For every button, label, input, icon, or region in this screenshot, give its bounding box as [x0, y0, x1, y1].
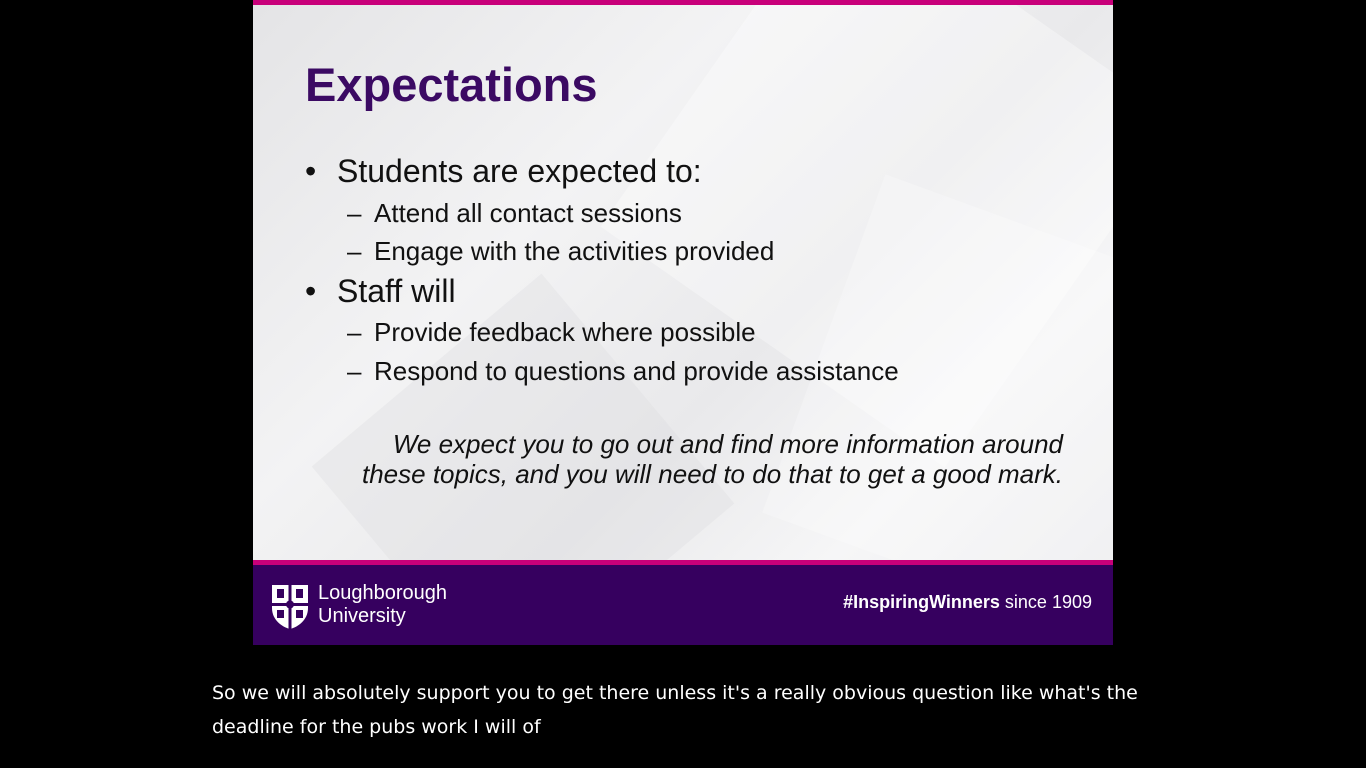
sub-bullet: – Attend all contact sessions	[347, 198, 682, 229]
tagline-since: since 1909	[999, 592, 1092, 612]
slide-content-area: Expectations • Students are expected to: …	[253, 5, 1113, 560]
tagline: #InspiringWinners since 1909	[843, 592, 1092, 613]
bullet-icon: •	[305, 153, 317, 189]
university-logo: Loughborough University	[271, 582, 461, 630]
footer-accent-bar	[253, 560, 1113, 565]
italic-note: We expect you to go out and find more in…	[362, 429, 1063, 489]
live-caption: So we will absolutely support you to get…	[212, 682, 1138, 738]
tagline-hashtag: #InspiringWinners	[843, 592, 1000, 612]
bullet-text: Students are expected to:	[337, 153, 702, 189]
sub-bullet-text: Engage with the activities provided	[374, 236, 775, 266]
dash-icon: –	[347, 317, 362, 347]
logo-text-line2: University	[318, 605, 406, 627]
presentation-slide: Expectations • Students are expected to: …	[253, 0, 1113, 645]
slide-title: Expectations	[305, 58, 598, 111]
dash-icon: –	[347, 236, 362, 266]
sub-bullet: – Respond to questions and provide assist…	[347, 356, 899, 387]
bullet-text: Staff will	[337, 273, 456, 309]
dash-icon: –	[347, 356, 362, 386]
sub-bullet-text: Respond to questions and provide assista…	[374, 356, 899, 386]
slide-footer: Loughborough University #InspiringWinner…	[253, 565, 1113, 645]
dash-icon: –	[347, 198, 362, 228]
bullet-staff: • Staff will	[305, 273, 456, 310]
sub-bullet: – Engage with the activities provided	[347, 236, 774, 267]
bullet-students: • Students are expected to:	[305, 153, 702, 190]
logo-text-line1: Loughborough	[318, 582, 448, 604]
top-accent-bar	[253, 0, 1113, 5]
sub-bullet: – Provide feedback where possible	[347, 317, 756, 348]
crest-icon	[272, 585, 308, 629]
sub-bullet-text: Attend all contact sessions	[374, 198, 682, 228]
sub-bullet-text: Provide feedback where possible	[374, 317, 756, 347]
bullet-icon: •	[305, 273, 317, 309]
